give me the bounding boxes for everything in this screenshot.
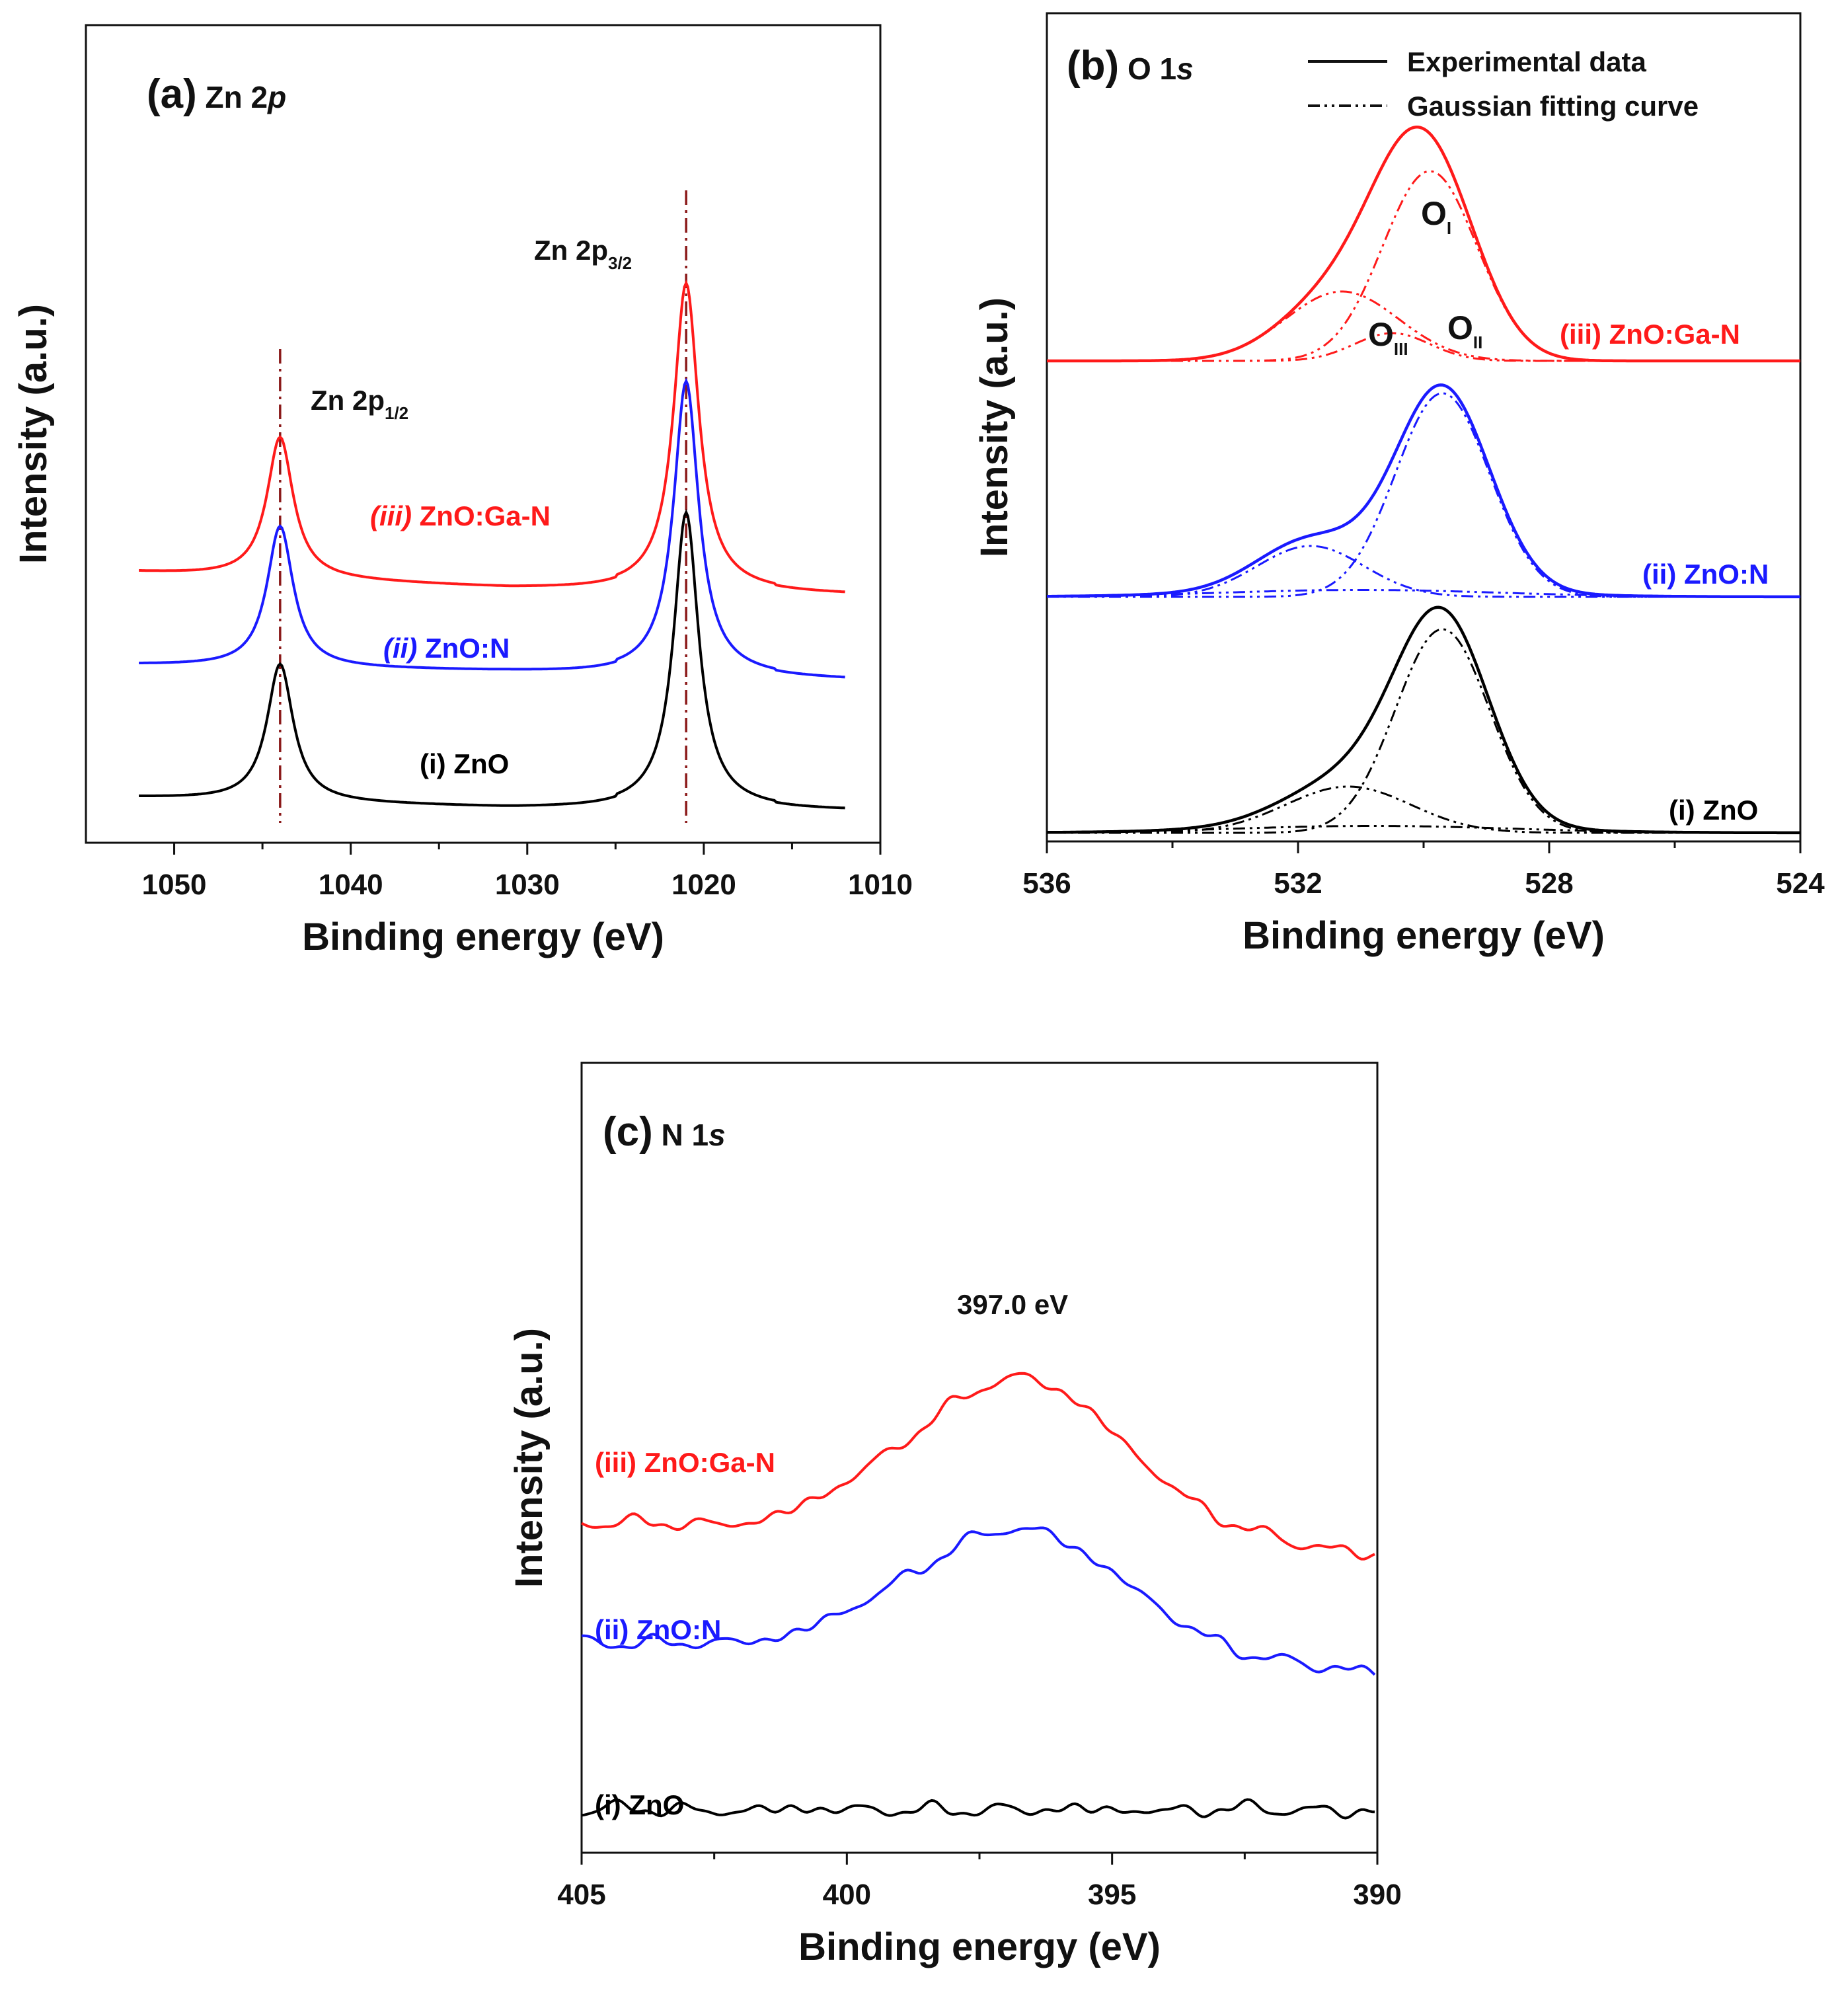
panel-b-panel-orbital: s — [1176, 52, 1194, 86]
panel-c-series-label-index: (i) — [595, 1789, 621, 1820]
panel-b-x-tick-label: 528 — [1525, 867, 1573, 900]
panel-b-series-label-index: (i) — [1669, 795, 1695, 826]
panel-a-series-label: (ii) ZnO:N — [383, 633, 510, 664]
panel-a-x-axis-title: Binding energy (eV) — [302, 915, 664, 958]
panel-a-panel-orbital: p — [266, 80, 286, 114]
panel-a-series-line — [139, 279, 845, 594]
panel-a-series-label-sample: ZnO — [446, 748, 510, 779]
panel-a-series-label-sample: ZnO:N — [417, 633, 510, 664]
panel-a-peak-label-sub: 3/2 — [608, 253, 632, 273]
panel-c-x-tick-label: 390 — [1353, 1879, 1401, 1911]
panel-c-panel-core-level: N 1 — [653, 1118, 708, 1152]
panel-b-gaussian-component — [1046, 825, 1800, 834]
panel-a-peak-label-sub: 1/2 — [385, 403, 408, 423]
panel-b-gaussian-component — [1047, 392, 1800, 598]
panel-b-component-label-main: O — [1421, 195, 1447, 232]
panel-b-y-axis-title: Intensity (a.u.) — [973, 297, 1016, 557]
panel-b-gaussian-component — [1047, 589, 1800, 598]
panel-c-series-line — [581, 1798, 1375, 1820]
panel-a-plot-frame — [85, 24, 882, 844]
panel-b-gaussian-component — [1047, 785, 1800, 834]
panel-b-series-label-index: (ii) — [1642, 559, 1676, 590]
panel-c-panel-title: (c) N 1s — [603, 1109, 726, 1155]
panel-a-x-tick-label: 1030 — [495, 869, 560, 901]
panel-c-series-line — [581, 1372, 1375, 1561]
panel-c-panel-orbital: s — [708, 1118, 726, 1152]
panel-b-component-label-sub: III — [1394, 339, 1408, 359]
panel-a-series-label-sample: ZnO:Ga-N — [412, 500, 551, 531]
panel-b-panel-letter: (b) — [1067, 43, 1119, 89]
panel-a-series-label-index: (ii) — [383, 633, 417, 664]
panel-c-series-label: (i) ZnO — [595, 1789, 684, 1820]
panel-b-component-label: OI — [1421, 195, 1451, 238]
panel-a-series-label-index: (i) — [420, 748, 446, 779]
panel-b-x-tick-label: 536 — [1022, 867, 1071, 900]
panel-b-series-label-index: (iii) — [1560, 319, 1601, 350]
panel-b-x-axis-title: Binding energy (eV) — [1243, 914, 1605, 957]
panel-a-panel-title: (a) Zn 2p — [147, 71, 286, 117]
panel-c-x-tick-label: 405 — [557, 1879, 605, 1911]
panel-a-x-tick-label: 1020 — [671, 869, 736, 901]
panel-b-series-label: (i) ZnO — [1669, 795, 1758, 826]
panel-c-series-label-index: (ii) — [595, 1614, 629, 1645]
panel-c-x-tick-label: 400 — [823, 1879, 871, 1911]
panel-b-panel-title: (b) O 1s — [1067, 43, 1194, 89]
panel-a-panel-letter: (a) — [147, 71, 197, 117]
panel-b-x-tick-label: 532 — [1274, 867, 1322, 900]
panel-c-series-label-sample: ZnO:Ga-N — [636, 1447, 775, 1478]
panel-b-component-label: OII — [1447, 309, 1482, 352]
panel-c-series-label-sample: ZnO:N — [629, 1614, 721, 1645]
panel-a-peak-label-main: Zn 2p — [534, 235, 608, 266]
panel-a-series-line — [139, 377, 845, 679]
panel-c-series-label: (iii) ZnO:Ga-N — [595, 1447, 775, 1478]
panel-b-series-label-sample: ZnO:Ga-N — [1601, 319, 1740, 350]
panel-b-component-label-sub: II — [1473, 332, 1482, 352]
panel-b-o-1s: 536 532 528 524 Binding energy (eV) Intensity… — [973, 12, 1825, 957]
panel-a-y-axis-title: Intensity (a.u.) — [12, 304, 55, 564]
panel-a-peak-label: Zn 2p1/2 — [311, 385, 408, 423]
panel-b-series-label: (iii) ZnO:Ga-N — [1560, 319, 1740, 350]
panel-b-component-label-sub: I — [1447, 218, 1451, 238]
panel-b-series-label-sample: ZnO — [1695, 795, 1759, 826]
panel-b-series-label-sample: ZnO:N — [1676, 559, 1769, 590]
panel-a-series-label: (iii) ZnO:Ga-N — [370, 500, 551, 531]
panel-c-series-line — [582, 1526, 1376, 1676]
panel-b-gaussian-component — [1047, 332, 1800, 362]
panel-b-component-label-main: O — [1447, 309, 1473, 346]
panel-a-peak-label: Zn 2p3/2 — [534, 235, 632, 273]
panel-a-x-tick-label: 1050 — [142, 869, 207, 901]
panel-c-n-1s: 405 400 395 390 Binding energy (eV) Intensity… — [508, 1062, 1402, 1968]
panel-b-legend-experimental-label: Experimental data — [1407, 46, 1646, 77]
panel-c-series-label: (ii) ZnO:N — [595, 1614, 721, 1645]
panel-c-x-axis-title: Binding energy (eV) — [798, 1925, 1161, 1968]
panel-b-component-label: OIII — [1368, 316, 1408, 359]
panel-b-panel-core-level: O 1 — [1119, 52, 1176, 86]
panel-a-x-tick-label: 1040 — [319, 869, 383, 901]
panel-b-x-tick-label: 524 — [1776, 867, 1825, 900]
panel-c-panel-letter: (c) — [603, 1109, 653, 1155]
panel-b-component-label-main: O — [1368, 316, 1394, 353]
panel-c-peak-annotation: 397.0 eV — [957, 1289, 1068, 1320]
panel-c-x-tick-label: 395 — [1088, 1879, 1136, 1911]
panel-a-series-line — [139, 509, 845, 810]
panel-a-x-tick-label: 1010 — [848, 869, 913, 901]
panel-a-panel-core-level: Zn 2 — [197, 80, 268, 114]
panel-c-series-label-index: (iii) — [595, 1447, 636, 1478]
panel-a-series-label: (i) ZnO — [420, 748, 509, 779]
panel-b-series-label: (ii) ZnO:N — [1642, 559, 1769, 590]
panel-a-series-label-index: (iii) — [370, 500, 412, 531]
panel-b-legend-gaussian-label: Gaussian fitting curve — [1407, 91, 1699, 122]
panel-a-zn-2p: 1050 1040 1030 1020 1010 Binding energy (eV) I… — [12, 24, 913, 958]
panel-a-peak-label-main: Zn 2p — [311, 385, 385, 416]
panel-c-series-label-sample: ZnO — [621, 1789, 685, 1820]
panel-c-y-axis-title: Intensity (a.u.) — [508, 1328, 551, 1588]
